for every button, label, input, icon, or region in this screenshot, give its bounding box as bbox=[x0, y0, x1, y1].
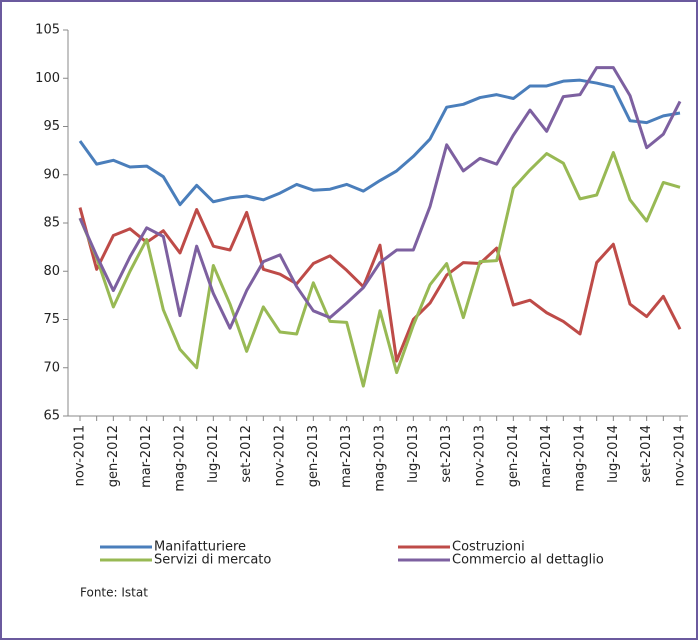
y-tick-label: 70 bbox=[43, 360, 60, 375]
x-tick-label: mar-2013 bbox=[339, 425, 354, 488]
x-tick-label: nov-2014 bbox=[673, 425, 688, 486]
x-tick-label: gen-2012 bbox=[106, 425, 121, 487]
y-tick-label: 85 bbox=[43, 216, 60, 231]
series-line bbox=[78, 151, 681, 388]
x-tick-label: mar-2012 bbox=[139, 425, 154, 488]
x-tick-label: set-2012 bbox=[239, 425, 254, 483]
source-note: Fonte: Istat bbox=[80, 586, 148, 600]
y-tick-label: 100 bbox=[35, 71, 60, 86]
legend-label: Servizi di mercato bbox=[154, 553, 271, 568]
x-tick-label: lug-2012 bbox=[206, 425, 221, 483]
legend-label: Manifatturiere bbox=[154, 540, 246, 555]
x-tick-label: lug-2014 bbox=[606, 425, 621, 483]
x-tick-label: mag-2014 bbox=[573, 425, 588, 492]
x-tick-label: nov-2013 bbox=[473, 425, 488, 486]
x-tick-label: set-2013 bbox=[439, 425, 454, 483]
y-tick-label: 80 bbox=[43, 264, 60, 279]
series-line bbox=[78, 78, 681, 207]
y-tick-label: 95 bbox=[43, 119, 60, 134]
series-line bbox=[78, 66, 682, 330]
x-tick-label: set-2014 bbox=[639, 425, 654, 483]
y-tick-label: 90 bbox=[43, 167, 60, 182]
x-tick-label: mar-2014 bbox=[539, 425, 554, 488]
x-tick-label: nov-2011 bbox=[73, 425, 88, 486]
x-tick-label: lug-2013 bbox=[406, 425, 421, 483]
x-tick-label: nov-2012 bbox=[273, 425, 288, 486]
y-tick-label: 65 bbox=[43, 409, 60, 424]
x-tick-label: gen-2014 bbox=[506, 425, 521, 487]
x-tick-label: gen-2013 bbox=[306, 425, 321, 487]
legend-label: Costruzioni bbox=[452, 540, 525, 555]
y-tick-label: 75 bbox=[43, 312, 60, 327]
legend-label: Commercio al dettaglio bbox=[452, 553, 604, 568]
x-tick-label: mag-2013 bbox=[373, 425, 388, 492]
y-tick-label: 105 bbox=[35, 23, 60, 38]
x-tick-label: mag-2012 bbox=[173, 425, 188, 492]
series-line bbox=[78, 207, 682, 363]
